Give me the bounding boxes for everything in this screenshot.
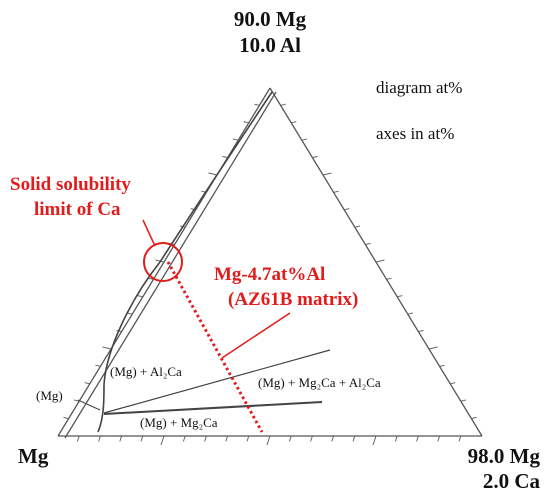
tick (204, 435, 207, 442)
tick (137, 295, 143, 298)
tick (375, 259, 385, 263)
callout: Solid solubility (10, 174, 131, 195)
top-vertex-label: 10.0 Al (239, 33, 301, 57)
tick (160, 435, 165, 446)
tick (254, 103, 260, 106)
tick (460, 399, 467, 402)
tick (416, 435, 419, 442)
tick (232, 138, 239, 141)
tick (407, 312, 414, 315)
tick (372, 435, 377, 446)
phase-boundaries (77, 91, 331, 433)
tick (450, 382, 456, 385)
callout: (AZ61B matrix) (228, 289, 358, 310)
tick (428, 346, 438, 350)
tick (102, 346, 112, 350)
tick (312, 155, 318, 159)
triangle (57, 87, 483, 439)
left-vertex-label: Mg (18, 444, 49, 468)
tick (208, 172, 218, 176)
callout: limit of Ca (34, 199, 121, 220)
tick (76, 435, 80, 442)
tick (98, 435, 101, 442)
tick (266, 435, 271, 446)
tick (280, 103, 286, 106)
phase-label: (Mg) + Al₂Ca (110, 364, 182, 379)
phase-label: (Mg) (36, 388, 63, 403)
tick (225, 435, 229, 442)
phase-label: (Mg) + Mg₂Ca + Al₂Ca (258, 375, 381, 390)
tick (331, 435, 335, 442)
note: axes in at% (376, 124, 454, 143)
callout: Mg-4.7at%Al (214, 264, 325, 285)
note: diagram at% (376, 78, 462, 97)
tick (119, 435, 123, 442)
tick (73, 399, 80, 402)
tick (397, 295, 403, 298)
tick (437, 435, 441, 442)
phase-label: (Mg) + Mg₂Ca (140, 415, 218, 430)
tick (63, 416, 69, 420)
tick (148, 277, 154, 280)
tick (288, 435, 292, 442)
tick (344, 208, 350, 211)
tick (352, 435, 356, 442)
right-vertex-label: 98.0 Mg (468, 444, 541, 468)
tick (333, 190, 339, 193)
tick (418, 329, 424, 333)
tick (386, 277, 392, 280)
annotations (142, 219, 291, 433)
tick (95, 364, 101, 367)
right-vertex-label: 2.0 Ca (483, 469, 541, 493)
tick (354, 225, 361, 228)
tick (291, 121, 297, 124)
tick (471, 416, 477, 420)
top-vertex-label: 90.0 Mg (234, 7, 307, 31)
tick (140, 435, 144, 442)
tick (84, 382, 90, 385)
tick (365, 242, 371, 246)
tick (310, 435, 313, 442)
tick (243, 121, 249, 124)
tick (222, 155, 228, 159)
tick (439, 364, 445, 367)
tick (322, 172, 332, 176)
tick (246, 435, 250, 442)
tick (182, 435, 186, 442)
tick (458, 435, 462, 442)
tick (301, 138, 308, 141)
tick (394, 435, 398, 442)
